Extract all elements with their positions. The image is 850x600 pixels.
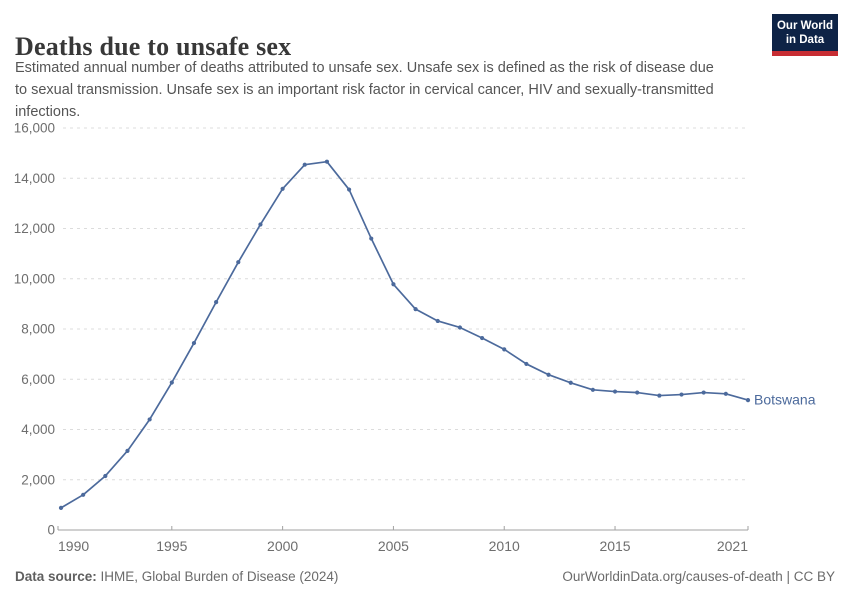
data-source-value: IHME, Global Burden of Disease (2024) — [96, 569, 339, 584]
data-point — [524, 361, 529, 367]
data-point — [413, 307, 418, 312]
chart-footer: Data source: IHME, Global Burden of Dise… — [15, 569, 835, 584]
data-point — [258, 222, 263, 227]
data-line — [60, 160, 749, 509]
data-point — [346, 187, 352, 192]
y-tick-label: 8,000 — [21, 322, 55, 337]
y-tick-label: 12,000 — [14, 221, 55, 236]
data-point — [745, 398, 751, 403]
data-point — [701, 390, 706, 395]
data-point — [280, 186, 285, 191]
data-point — [302, 162, 307, 167]
data-point — [568, 380, 573, 385]
x-tick-label: 2010 — [489, 538, 520, 554]
subtitle-line: to sexual transmission. Unsafe sex is an… — [15, 82, 714, 98]
data-point — [81, 492, 86, 497]
data-point — [723, 391, 728, 396]
x-tick-label: 2000 — [267, 538, 298, 554]
data-point — [612, 389, 618, 394]
data-point — [590, 387, 595, 392]
y-tick-label: 16,000 — [14, 121, 55, 136]
data-point — [169, 380, 174, 385]
data-point — [191, 340, 197, 346]
owid-logo-line2: in Data — [785, 34, 825, 46]
data-source-label: Data source: — [15, 569, 97, 584]
owid-logo-line1: Our World — [776, 20, 833, 32]
data-point — [214, 300, 219, 305]
data-point — [147, 417, 152, 422]
series-end-label: Botswana — [754, 392, 816, 408]
data-point — [324, 159, 330, 164]
data-source-note: Data source: IHME, Global Burden of Dise… — [15, 569, 338, 584]
x-tick-label: 2021 — [717, 538, 748, 554]
x-tick-label: 2015 — [599, 538, 630, 554]
subtitle-line: Estimated annual number of deaths attrib… — [15, 60, 714, 76]
x-tick-label: 1995 — [156, 538, 187, 554]
data-point — [369, 236, 374, 241]
page-title: Deaths due to unsafe sex — [15, 32, 292, 62]
data-point — [236, 260, 241, 265]
y-tick-label: 2,000 — [21, 472, 55, 487]
data-point — [103, 473, 108, 479]
owid-logo[interactable]: Our World in Data — [772, 14, 838, 56]
y-tick-label: 14,000 — [14, 171, 55, 186]
data-point — [679, 392, 684, 397]
data-point — [502, 347, 507, 352]
y-tick-label: 6,000 — [21, 372, 55, 387]
data-point — [125, 448, 130, 453]
credit-link[interactable]: OurWorldinData.org/causes-of-death | CC … — [562, 569, 835, 584]
chart-subtitle: Estimated annual number of deaths attrib… — [15, 57, 714, 123]
y-tick-label: 10,000 — [14, 271, 55, 286]
y-tick-label: 4,000 — [21, 422, 55, 437]
data-point — [391, 282, 396, 287]
data-point — [657, 393, 662, 398]
x-tick-label: 2005 — [378, 538, 409, 554]
data-point — [435, 318, 440, 324]
y-tick-label: 0 — [47, 523, 55, 538]
subtitle-line: infections. — [15, 104, 81, 120]
data-point — [479, 335, 485, 341]
x-tick-label: 1990 — [58, 538, 89, 554]
data-point — [546, 372, 551, 377]
data-point — [635, 390, 640, 395]
data-point — [457, 325, 463, 330]
data-point — [58, 505, 64, 510]
